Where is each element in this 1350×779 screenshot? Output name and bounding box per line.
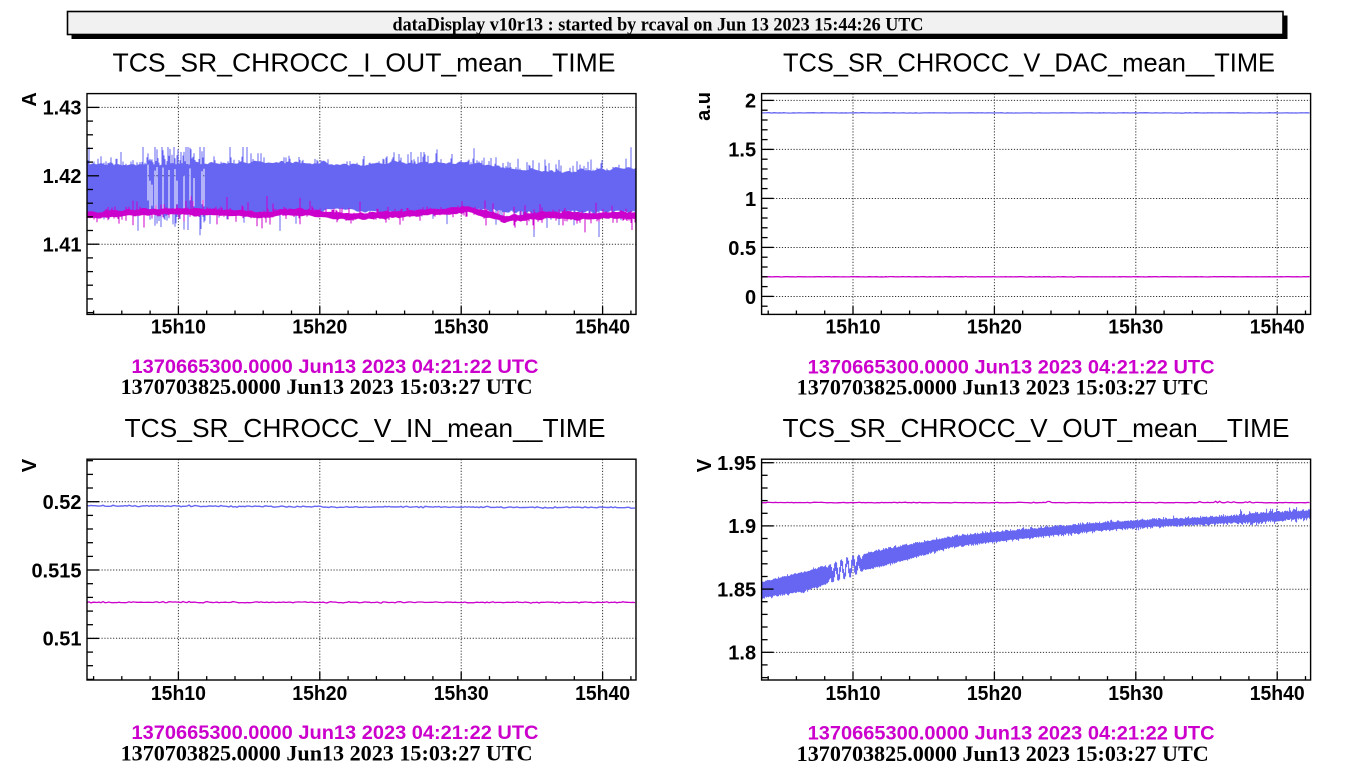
svg-text:A: A [19,92,41,106]
svg-text:15h40: 15h40 [1250,317,1305,339]
svg-text:0.515: 0.515 [31,560,81,582]
svg-text:1.42: 1.42 [43,166,82,188]
svg-text:0.5: 0.5 [728,238,756,260]
svg-text:1370665300.0000 Jun13 2023 04:: 1370665300.0000 Jun13 2023 04:21:22 UTC [808,724,1215,745]
svg-text:0.51: 0.51 [43,629,82,651]
svg-text:15h20: 15h20 [967,683,1022,705]
svg-text:1.43: 1.43 [43,98,82,120]
svg-text:15h40: 15h40 [575,683,630,705]
svg-text:15h30: 15h30 [1108,317,1163,339]
svg-text:1: 1 [745,189,756,211]
svg-text:15h20: 15h20 [292,317,347,339]
svg-text:15h20: 15h20 [967,317,1022,339]
svg-text:1.41: 1.41 [43,235,82,257]
svg-text:1370665300.0000 Jun13 2023 04:: 1370665300.0000 Jun13 2023 04:21:22 UTC [132,357,539,378]
svg-text:V: V [694,458,716,472]
svg-text:15h30: 15h30 [434,683,489,705]
svg-text:V: V [19,458,41,472]
svg-text:TCS_SR_CHROCC_V_OUT_mean__TIME: TCS_SR_CHROCC_V_OUT_mean__TIME [783,413,1290,443]
svg-text:15h40: 15h40 [1250,683,1305,705]
svg-text:15h40: 15h40 [575,317,630,339]
svg-text:1370665300.0000 Jun13 2023 04:: 1370665300.0000 Jun13 2023 04:21:22 UTC [808,358,1215,379]
svg-text:2: 2 [745,91,756,113]
svg-text:15h10: 15h10 [826,317,881,339]
svg-text:dataDisplay v10r13 : started b: dataDisplay v10r13 : started by rcaval o… [393,15,924,36]
svg-text:15h10: 15h10 [826,683,881,705]
svg-text:1370665300.0000 Jun13 2023 04:: 1370665300.0000 Jun13 2023 04:21:22 UTC [132,723,539,744]
svg-text:15h30: 15h30 [434,317,489,339]
svg-text:1.5: 1.5 [728,140,756,162]
svg-text:15h10: 15h10 [151,317,206,339]
svg-text:1370703825.0000 Jun13 2023 15:: 1370703825.0000 Jun13 2023 15:03:27 UTC [797,375,1209,400]
svg-text:1.85: 1.85 [717,580,756,602]
svg-text:0: 0 [745,287,756,309]
svg-text:1.8: 1.8 [728,643,756,665]
svg-text:a.u: a.u [693,92,715,121]
svg-text:1.95: 1.95 [717,453,756,475]
svg-text:TCS_SR_CHROCC_V_IN_mean__TIME: TCS_SR_CHROCC_V_IN_mean__TIME [125,413,606,443]
svg-text:1370703825.0000 Jun13 2023 15:: 1370703825.0000 Jun13 2023 15:03:27 UTC [797,741,1209,766]
svg-text:0.52: 0.52 [43,492,82,514]
svg-text:1.9: 1.9 [728,516,756,538]
svg-text:1370703825.0000 Jun13 2023 15:: 1370703825.0000 Jun13 2023 15:03:27 UTC [121,741,533,766]
svg-text:TCS_SR_CHROCC_V_DAC_mean__TIME: TCS_SR_CHROCC_V_DAC_mean__TIME [783,48,1275,78]
svg-text:15h20: 15h20 [292,683,347,705]
svg-text:TCS_SR_CHROCC_I_OUT_mean__TIME: TCS_SR_CHROCC_I_OUT_mean__TIME [113,48,616,78]
svg-text:15h10: 15h10 [151,683,206,705]
svg-text:1370703825.0000 Jun13 2023 15:: 1370703825.0000 Jun13 2023 15:03:27 UTC [121,374,533,399]
svg-text:15h30: 15h30 [1108,683,1163,705]
